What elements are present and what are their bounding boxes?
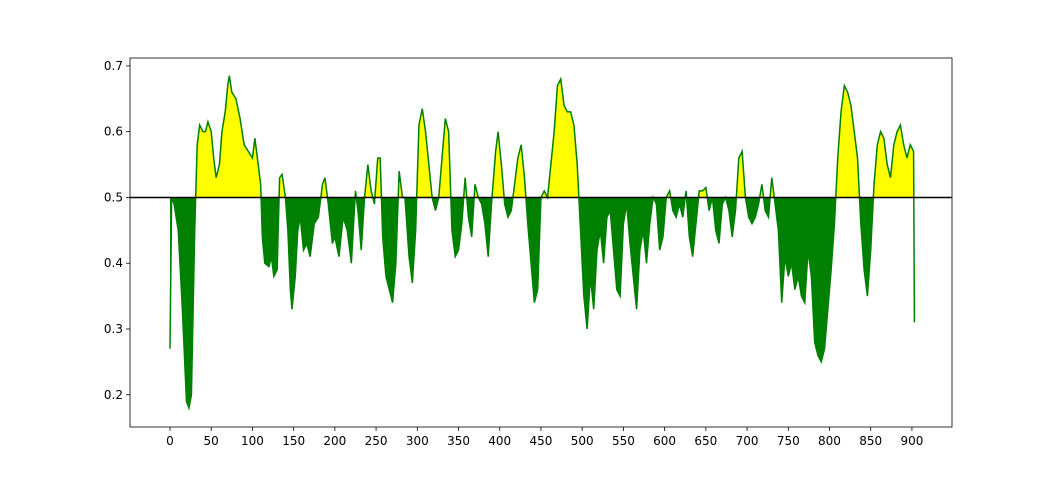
y-tick-label: 0.4	[104, 256, 123, 270]
y-tick-label: 0.7	[104, 59, 123, 73]
line	[169, 75, 916, 411]
x-tick-label: 350	[447, 434, 470, 448]
x-tick-label: 450	[530, 434, 553, 448]
x-tick-label: 800	[818, 434, 841, 448]
x-tick-label: 400	[488, 434, 511, 448]
x-tick-label: 0	[166, 434, 174, 448]
x-tick-label: 900	[900, 434, 923, 448]
x-tick-label: 700	[736, 434, 759, 448]
x-tick-label: 150	[282, 434, 305, 448]
y-tick-label: 0.2	[104, 388, 123, 402]
x-tick-label: 100	[241, 434, 264, 448]
x-tick-label: 200	[323, 434, 346, 448]
x-tick-label: 50	[204, 434, 219, 448]
y-tick-label: 0.6	[104, 125, 123, 139]
x-tick-label: 750	[777, 434, 800, 448]
x-tick-label: 500	[571, 434, 594, 448]
x-tick-label: 650	[694, 434, 717, 448]
y-tick-label: 0.3	[104, 322, 123, 336]
x-tick-label: 850	[859, 434, 882, 448]
x-tick-label: 550	[612, 434, 635, 448]
y-tick-label: 0.5	[104, 190, 123, 204]
area-above	[195, 75, 914, 198]
x-tick-label: 250	[365, 434, 388, 448]
x-tick-label: 300	[406, 434, 429, 448]
x-tick-label: 600	[653, 434, 676, 448]
